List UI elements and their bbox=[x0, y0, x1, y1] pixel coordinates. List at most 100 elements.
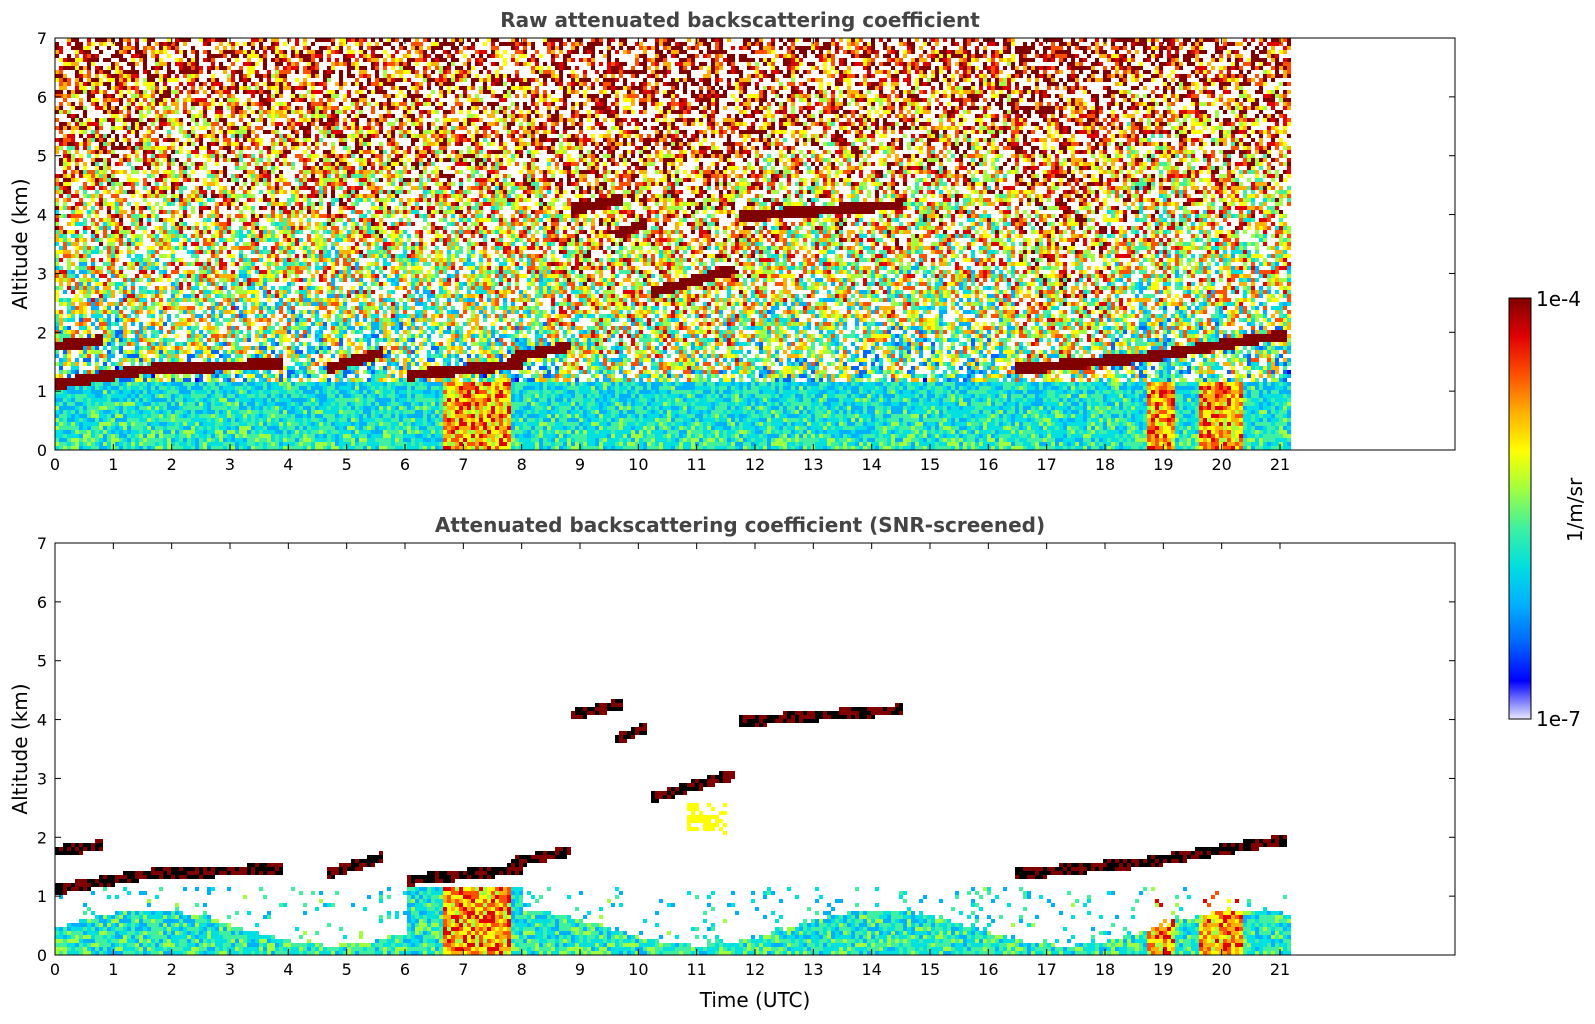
heat-cell bbox=[71, 46, 75, 50]
heat-cell bbox=[107, 110, 111, 114]
heat-cell bbox=[83, 314, 87, 318]
heat-cell bbox=[111, 214, 115, 218]
heat-cell bbox=[119, 374, 123, 378]
heat-cell bbox=[67, 386, 71, 390]
heat-cell bbox=[75, 106, 79, 110]
heat-cell bbox=[99, 178, 103, 182]
heat-cell bbox=[115, 414, 119, 418]
heat-cell bbox=[63, 410, 67, 414]
heat-cell bbox=[87, 342, 91, 346]
heat-cell bbox=[87, 386, 91, 390]
heat-cell bbox=[63, 378, 67, 382]
heat-cell bbox=[79, 398, 83, 402]
heat-cell bbox=[123, 354, 127, 358]
heat-cell bbox=[131, 170, 135, 174]
heat-cell bbox=[99, 106, 103, 110]
heat-cell bbox=[127, 366, 131, 370]
heat-cell bbox=[123, 82, 127, 86]
heat-cell bbox=[83, 430, 87, 434]
heat-cell bbox=[111, 86, 115, 90]
heat-cell bbox=[95, 390, 99, 394]
heat-cell bbox=[83, 422, 87, 426]
heat-cell bbox=[63, 86, 67, 90]
heat-cell bbox=[131, 290, 135, 294]
heat-cell bbox=[59, 282, 63, 286]
heat-cell bbox=[107, 390, 111, 394]
heat-cell bbox=[127, 38, 131, 42]
heat-cell bbox=[119, 206, 123, 210]
heat-cell bbox=[91, 158, 95, 162]
heat-cell bbox=[95, 58, 99, 62]
heat-cell bbox=[59, 106, 63, 110]
heat-cell bbox=[91, 182, 95, 186]
heat-cell bbox=[103, 346, 107, 350]
heat-cell bbox=[127, 142, 131, 146]
panel-title: Raw attenuated backscattering coefficien… bbox=[500, 8, 980, 32]
heat-cell bbox=[131, 370, 135, 374]
heat-cell bbox=[63, 206, 67, 210]
heat-cell bbox=[131, 310, 135, 314]
heat-cell bbox=[75, 342, 79, 346]
heat-cell bbox=[127, 70, 131, 74]
heat-cell bbox=[95, 234, 99, 238]
heat-cell bbox=[71, 62, 75, 66]
heat-cell bbox=[67, 110, 71, 114]
figure-canvas: Raw attenuated backscattering coefficien… bbox=[0, 0, 1595, 1020]
heat-cell bbox=[99, 302, 103, 306]
heat-cell bbox=[71, 270, 75, 274]
heat-cell bbox=[107, 166, 111, 170]
heat-cell bbox=[63, 430, 67, 434]
heat-cell bbox=[55, 322, 59, 326]
heat-cell bbox=[91, 150, 95, 154]
heat-cell bbox=[123, 358, 127, 362]
heat-cell bbox=[67, 194, 71, 198]
heat-cell bbox=[99, 90, 103, 94]
heat-cell bbox=[95, 342, 99, 346]
heat-cell bbox=[115, 154, 119, 158]
heat-cell bbox=[63, 122, 67, 126]
heat-cell bbox=[59, 230, 63, 234]
heat-cell bbox=[103, 106, 107, 110]
heat-cell bbox=[67, 338, 71, 342]
heat-cell bbox=[95, 182, 99, 186]
heat-cell bbox=[95, 90, 99, 94]
heat-cell bbox=[87, 358, 91, 362]
heat-cell bbox=[119, 430, 123, 434]
heat-cell bbox=[67, 410, 71, 414]
heat-cell bbox=[99, 238, 103, 242]
heat-cell bbox=[83, 170, 87, 174]
heat-cell bbox=[91, 170, 95, 174]
heat-cell bbox=[123, 86, 127, 90]
heat-cell bbox=[63, 174, 67, 178]
heat-cell bbox=[127, 398, 131, 402]
heat-cell bbox=[103, 90, 107, 94]
heat-cell bbox=[79, 314, 83, 318]
heat-cell bbox=[115, 138, 119, 142]
heat-cell bbox=[99, 226, 103, 230]
heat-cell bbox=[119, 314, 123, 318]
heat-cell bbox=[107, 370, 111, 374]
heat-cell bbox=[87, 66, 91, 70]
heat-cell bbox=[55, 386, 59, 390]
heat-cell bbox=[67, 302, 71, 306]
heat-cell bbox=[59, 162, 63, 166]
heat-cell bbox=[131, 294, 135, 298]
heat-cell bbox=[87, 78, 91, 82]
heat-cell bbox=[131, 350, 135, 354]
heat-cell bbox=[87, 398, 91, 402]
heat-cell bbox=[71, 318, 75, 322]
heat-cell bbox=[75, 62, 79, 66]
heat-cell bbox=[95, 38, 99, 42]
heat-cell bbox=[123, 430, 127, 434]
heat-cell bbox=[55, 402, 59, 406]
heat-cell bbox=[131, 166, 135, 170]
heat-cell bbox=[83, 394, 87, 398]
heat-cell bbox=[75, 374, 79, 378]
heat-cell bbox=[55, 354, 59, 358]
heat-cell bbox=[111, 254, 115, 258]
heat-cell bbox=[103, 146, 107, 150]
heat-cell bbox=[107, 358, 111, 362]
heat-cell bbox=[75, 298, 79, 302]
heat-cell bbox=[107, 174, 111, 178]
heat-cell bbox=[75, 246, 79, 250]
